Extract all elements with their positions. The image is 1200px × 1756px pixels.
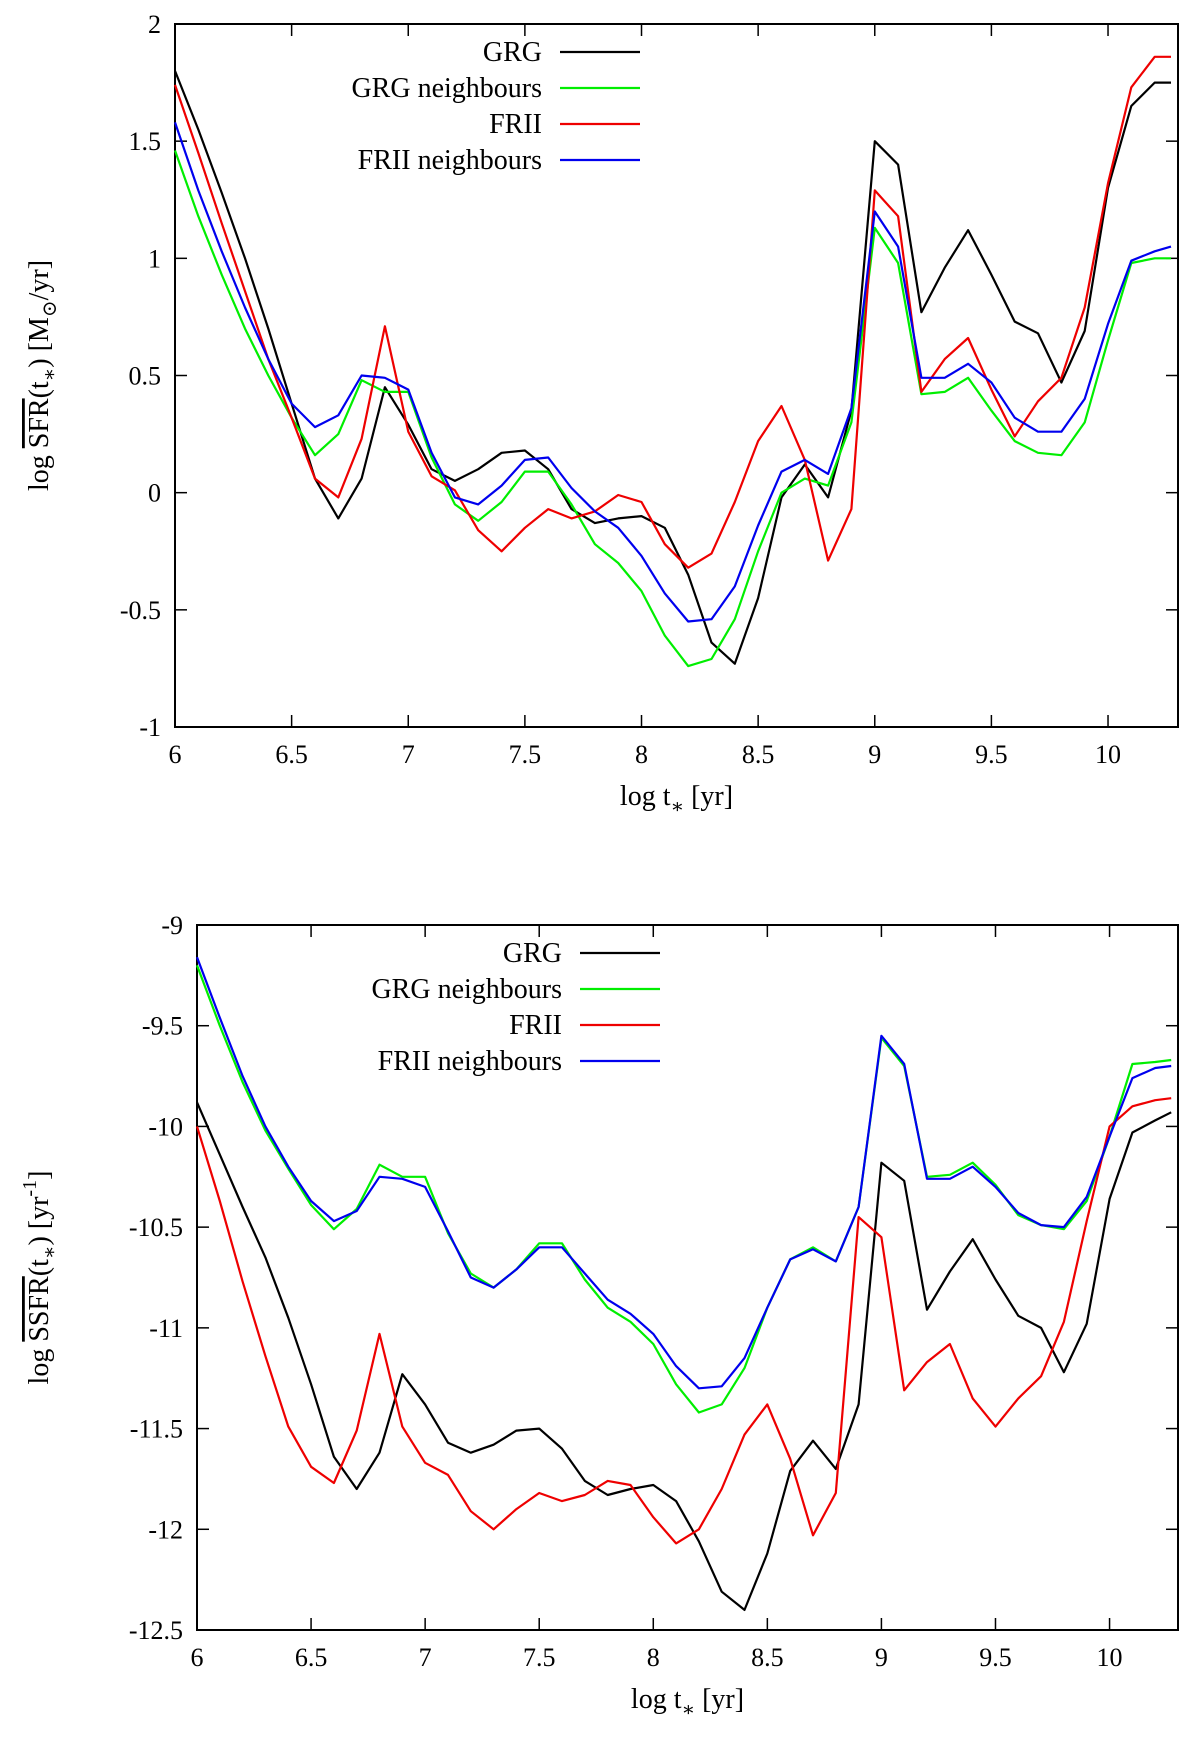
series-line-frii [173,55,1171,569]
legend-label: GRG [483,37,542,68]
chart-1: 6 6.5 7 7.5 8 8.5 9 9.5 10 -1 -0.5 0 0.5 1 1.5 2 log t∗ … [24,10,1179,818]
x-tick-label: 6.5 [295,1643,328,1672]
y-tick-label: -9 [161,911,183,940]
x-tick-label: 8.5 [751,1643,784,1672]
legend-label: FRII [489,109,542,140]
x-tick-label: 6.5 [275,740,308,769]
series-line-grg-neighbours [195,964,1172,1414]
x-tick-label: 7 [419,1643,432,1672]
y-tick-label: -12 [148,1515,183,1544]
x-tick-label: 8 [647,1643,660,1672]
x-tick-label: 6 [191,1643,204,1672]
y-tick-label: -1 [139,713,161,742]
x-tick-label: 10 [1095,740,1121,769]
y-tick-label: 1.5 [129,127,162,156]
legend: GRG GRG neighbours FRII FRII neighbours [351,37,640,176]
y-tick-label: 0.5 [129,362,162,391]
x-tick-label: 6 [169,740,182,769]
x-tick-label: 7.5 [523,1643,556,1672]
y-axis-label: log SSFR(t∗) [yr-1] [19,1171,61,1385]
legend-label: FRII neighbours [358,145,542,176]
plot-frame [196,924,1179,1631]
legend-label: FRII [509,1010,562,1041]
y-tick-label: -12.5 [129,1616,183,1645]
legend-label: GRG [503,938,562,969]
x-tick-label: 8.5 [742,740,775,769]
series-line-grg-neighbours [173,150,1171,668]
legend-label: GRG neighbours [351,73,542,104]
series-line-grg [195,1101,1172,1612]
legend: GRG GRG neighbours FRII FRII neighbours [371,938,660,1077]
x-axis-label: log t∗ [yr] [631,1684,744,1721]
x-tick-label: 9 [868,740,881,769]
y-axis-label: log SFR(t∗) [M⊙/yr] [24,260,61,491]
legend-label: GRG neighbours [371,974,562,1005]
y-tick-label: -0.5 [120,596,161,625]
y-tick-label: 2 [148,10,161,39]
series-line-grg [173,70,1171,665]
y-tick-label: -11.5 [130,1415,183,1444]
y-tick-label: -10.5 [129,1213,183,1242]
y-tick-label: 0 [148,479,161,508]
plot-frame [174,23,1179,728]
x-tick-label: 10 [1097,1643,1123,1672]
y-tick-label: -9.5 [142,1012,183,1041]
x-tick-label: 9.5 [979,1643,1012,1672]
y-tick-label: -10 [148,1112,183,1141]
legend-label: FRII neighbours [378,1046,562,1077]
series-line-frii-neighbours [173,122,1172,623]
series-line-frii-neighbours [195,956,1172,1390]
x-axis-label: log t∗ [yr] [620,781,733,818]
chart-2: 6 6.5 7 7.5 8 8.5 9 9.5 10 -12.5 -12 -11.5 -11 -10.5 -… [19,911,1179,1721]
x-tick-label: 8 [635,740,648,769]
x-tick-label: 9.5 [975,740,1008,769]
x-tick-label: 7.5 [509,740,542,769]
series-line-frii [195,1097,1172,1545]
x-tick-label: 9 [875,1643,888,1672]
x-tick-label: 7 [402,740,415,769]
y-tick-label: -11 [149,1314,183,1343]
y-tick-label: 1 [148,244,161,273]
